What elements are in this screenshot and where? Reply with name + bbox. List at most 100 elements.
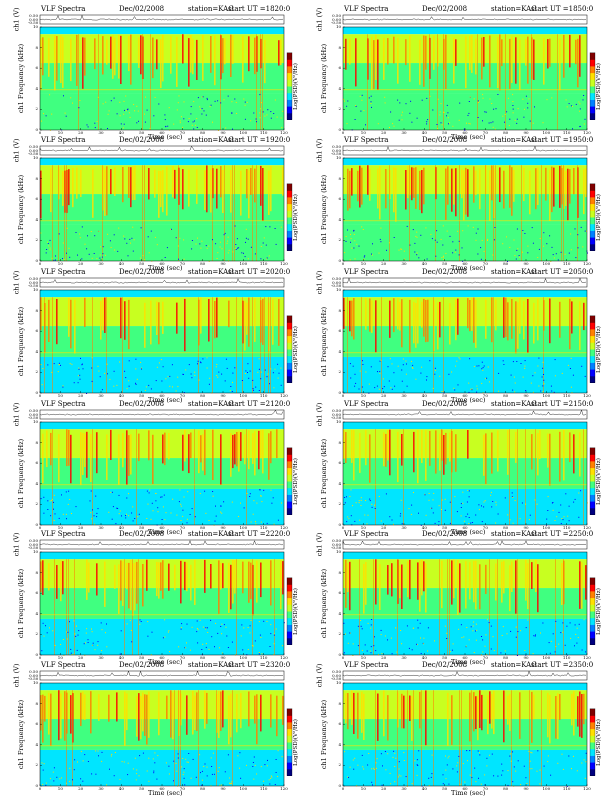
waveform-tick-label: -0.50 [28,415,39,421]
x-tick-label: 20 [381,130,387,135]
waveform-tick-label: 0.00 [332,279,341,285]
y-tick-label: 6 [35,196,38,202]
waveform-tick-label: 0.50 [332,144,341,149]
x-tick-label: 70 [482,130,488,135]
waveform-tick-label: 0.50 [29,669,38,674]
x-tick-label: 90 [523,393,529,398]
title-start-ut: start UT =2220:0 [228,530,291,538]
x-tick-label: 10 [57,655,63,660]
y-axis-label: ch1 Frequency (kHz) [17,306,26,376]
title-date: Dec/02/2008 [422,5,468,13]
x-tick-label: 100 [239,786,248,791]
waveform-tick-label: 0.50 [29,13,38,18]
x-tick-label: 110 [562,261,571,266]
waveform-axis-label: ch1 (V) [12,532,21,557]
y-tick-label: 6 [338,590,341,596]
waveform-tick-label: -0.50 [28,283,39,289]
y-tick-label: 8 [338,175,341,181]
colorbar [589,315,596,383]
spectrogram-panel: VLF Spectra Dec/02/2008 station=KAG start U… [12,661,298,797]
x-tick-label: 40 [118,525,124,530]
x-tick-label: 70 [482,525,488,530]
x-tick-label: 0 [341,786,345,791]
x-tick-label: 70 [179,786,185,791]
title-start-ut: start UT =1850:0 [531,5,594,13]
x-tick-label: 40 [118,393,124,398]
spectrogram-image [40,27,284,131]
x-tick-label: 90 [220,393,226,398]
waveform-axis-label: ch1 (V) [12,663,21,688]
title-program: VLF Spectra [344,400,389,408]
x-tick-label: 100 [542,261,551,266]
title-station: station=KAG [491,5,537,13]
title-program: VLF Spectra [344,136,389,144]
x-tick-label: 50 [442,786,448,791]
waveform-tick-label: -0.50 [28,20,39,26]
waveform-axis-label: ch1 (V) [315,270,324,295]
x-tick-label: 20 [381,261,387,266]
x-tick-label: 100 [542,655,551,660]
x-tick-label: 30 [401,261,407,266]
spectrogram-image [40,422,284,526]
x-tick-label: 120 [280,525,288,530]
waveform-tick-label: -0.50 [331,151,342,157]
x-tick-label: 60 [159,393,165,398]
waveform-tick-label: -0.50 [28,676,39,682]
x-tick-label: 10 [57,786,63,791]
x-tick-label: 110 [259,130,268,135]
x-tick-label: 100 [239,393,248,398]
spectrogram-image [343,552,587,656]
x-tick-label: 110 [259,655,268,660]
x-tick-label: 120 [280,261,288,266]
colorbar [589,183,596,251]
y-tick-label: 10 [33,680,39,685]
x-tick-label: 40 [421,130,427,135]
waveform-tick-label: 0.00 [29,279,38,285]
colorbar-label: Log(PSD)(V²/Hz) [595,194,602,242]
waveform-axis-label: ch1 (V) [12,270,21,295]
x-tick-label: 70 [482,786,488,791]
x-tick-label: 120 [280,393,288,398]
x-tick-label: 110 [259,786,268,791]
y-tick-label: 0 [338,258,341,263]
y-tick-label: 6 [35,328,38,334]
y-tick-label: 4 [338,348,341,354]
x-tick-label: 20 [381,655,387,660]
waveform-trace [39,145,284,152]
y-axis-label: ch1 Frequency (kHz) [17,174,26,244]
x-tick-label: 10 [360,393,366,398]
x-tick-label: 20 [78,393,84,398]
x-tick-label: 70 [179,261,185,266]
x-tick-label: 90 [523,525,529,530]
waveform-tick-label: 0.50 [29,276,38,281]
x-tick-label: 40 [118,261,124,266]
x-axis-label: Time (sec) [148,528,183,536]
x-tick-label: 90 [523,130,529,135]
x-tick-label: 80 [200,525,206,530]
x-tick-label: 60 [159,130,165,135]
y-tick-label: 10 [33,24,39,29]
waveform-trace [39,540,284,546]
waveform-trace [39,409,284,416]
title-station: station=KAG [188,268,234,276]
spectrogram-image [40,683,284,787]
x-tick-label: 20 [78,655,84,660]
x-tick-label: 90 [523,261,529,266]
x-tick-label: 70 [482,655,488,660]
x-tick-label: 70 [179,525,185,530]
x-axis-label: Time (sec) [451,658,486,666]
x-tick-label: 40 [421,393,427,398]
x-tick-label: 80 [200,786,206,791]
x-axis-label: Time (sec) [148,789,183,797]
x-tick-label: 110 [562,525,571,530]
y-tick-label: 4 [338,85,341,91]
waveform-trace [342,16,587,21]
spectrogram-svg [342,145,596,262]
x-tick-label: 120 [280,655,288,660]
spectrogram-panel: VLF Spectra Dec/02/2008 station=KAG start U… [315,136,601,272]
title-start-ut: start UT =2320:0 [228,661,291,669]
y-tick-label: 8 [35,439,38,445]
spectrogram-panel: VLF Spectra Dec/02/2008 station=KAG start U… [12,530,298,666]
x-tick-label: 120 [280,786,288,791]
x-tick-label: 80 [200,655,206,660]
